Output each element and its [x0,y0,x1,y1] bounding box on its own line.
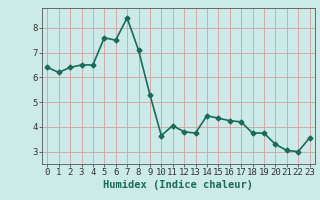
X-axis label: Humidex (Indice chaleur): Humidex (Indice chaleur) [103,180,253,190]
